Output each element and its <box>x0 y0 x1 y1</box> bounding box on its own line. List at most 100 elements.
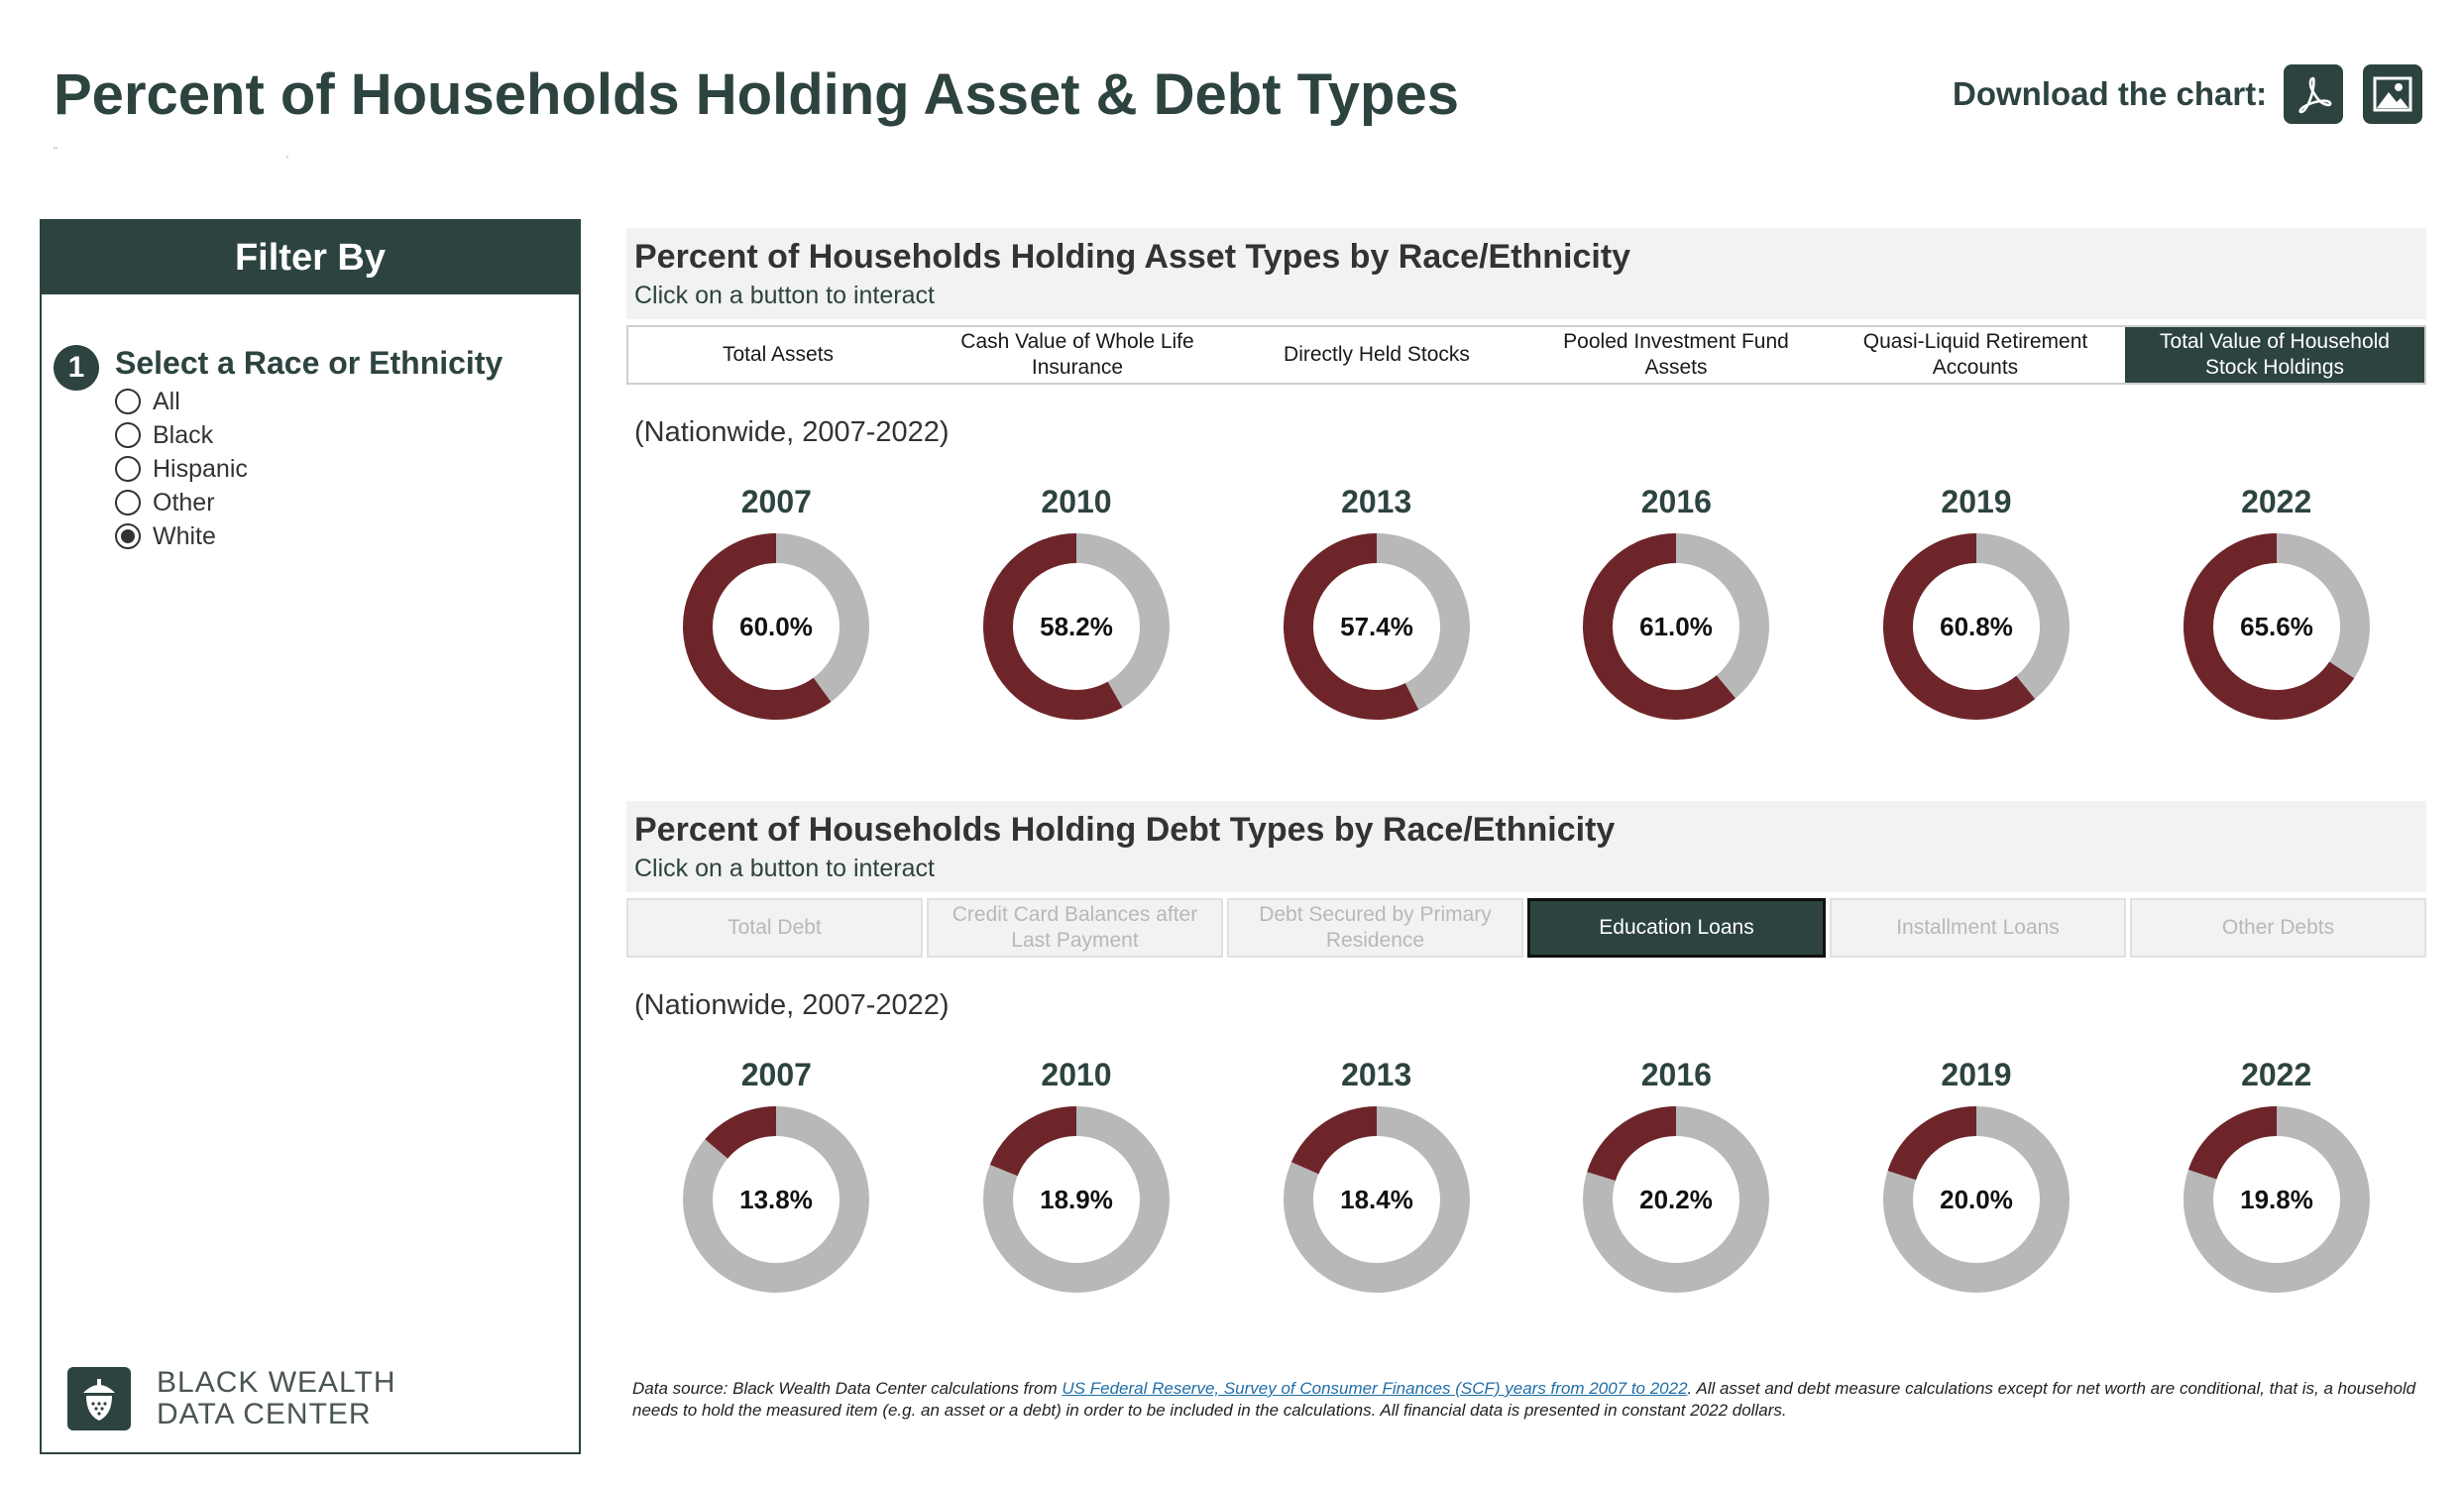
asset-type-tabs: Total Assets Cash Value of Whole Life Ins… <box>626 325 2426 385</box>
debt-section-header: Percent of Households Holding Debt Types… <box>626 801 2426 892</box>
debt-tab-other-debts[interactable]: Other Debts <box>2130 898 2426 958</box>
donut-year-label: 2016 <box>1640 1057 1712 1092</box>
donut-year-label: 2019 <box>1941 484 2012 519</box>
asset-tab-pooled-investment-fund-assets[interactable]: Pooled Investment Fund Assets <box>1526 327 1826 383</box>
donut-year-label: 2010 <box>1041 484 1112 519</box>
donut-value-arc[interactable] <box>1283 533 1470 720</box>
donut-year-label: 2013 <box>1341 1057 1412 1092</box>
donut-value-arc[interactable] <box>683 1106 870 1293</box>
donut-chart: 65.6% <box>2183 533 2370 720</box>
donut-year-label: 2019 <box>1941 1057 2012 1092</box>
logo: BLACK WEALTH DATA CENTER <box>67 1367 396 1430</box>
asset-donut-2007[interactable]: 2007 60.0% <box>627 484 925 732</box>
donut-value-label: 60.0% <box>739 612 813 641</box>
donut-value-label: 61.0% <box>1639 612 1713 641</box>
debt-donut-2016[interactable]: 2016 20.2% <box>1527 1057 1825 1305</box>
donut-chart: 58.2% <box>983 533 1170 720</box>
logo-line-2: DATA CENTER <box>157 1398 372 1430</box>
debt-tab-debt-secured-by-primary-residence[interactable]: Debt Secured by Primary Residence <box>1227 898 1523 958</box>
debt-donut-2007[interactable]: 2007 13.8% <box>627 1057 925 1305</box>
asset-donut-2010[interactable]: 2010 58.2% <box>928 484 1225 732</box>
donut-value-arc[interactable] <box>2183 1106 2370 1293</box>
radio-label: All <box>153 387 180 415</box>
donut-year-label: 2022 <box>2241 484 2312 519</box>
asset-donut-2022[interactable]: 2022 65.6% <box>2128 484 2425 732</box>
radio-button[interactable] <box>115 523 141 549</box>
donut-value-arc[interactable] <box>683 533 870 720</box>
asset-tab-quasi-liquid-retirement-accounts[interactable]: Quasi-Liquid Retirement Accounts <box>1826 327 2125 383</box>
radio-button[interactable] <box>115 456 141 482</box>
debt-donut-2010[interactable]: 2010 18.9% <box>928 1057 1225 1305</box>
download-pdf-button[interactable] <box>2284 64 2343 124</box>
race-option-black[interactable]: Black <box>115 418 248 452</box>
download-image-button[interactable] <box>2363 64 2422 124</box>
donut-value-label: 20.2% <box>1639 1185 1713 1214</box>
donut-chart: 20.2% <box>1583 1106 1770 1293</box>
asset-tab-total-assets[interactable]: Total Assets <box>628 327 928 383</box>
donut-chart: 19.8% <box>2183 1106 2370 1293</box>
race-option-white[interactable]: White <box>115 519 248 553</box>
step-number-badge: 1 <box>54 345 99 391</box>
donut-value-arc[interactable] <box>1583 1106 1770 1293</box>
donut-value-label: 19.8% <box>2240 1185 2313 1214</box>
donut-year-label: 2013 <box>1341 484 1412 519</box>
donut-value-arc[interactable] <box>983 533 1170 720</box>
asset-donut-2016[interactable]: 2016 61.0% <box>1527 484 1825 732</box>
donut-value-arc[interactable] <box>1283 1106 1470 1293</box>
race-radio-group: All Black Hispanic Other White <box>115 385 248 553</box>
race-option-hispanic[interactable]: Hispanic <box>115 452 248 486</box>
pdf-icon <box>2298 76 2332 114</box>
donut-value-label: 57.4% <box>1340 612 1413 641</box>
logo-text: BLACK WEALTH DATA CENTER <box>157 1367 396 1430</box>
race-option-other[interactable]: Other <box>115 486 248 519</box>
asset-tab-directly-held-stocks[interactable]: Directly Held Stocks <box>1227 327 1526 383</box>
donut-year-label: 2022 <box>2241 1057 2312 1092</box>
donut-chart: 13.8% <box>683 1106 870 1293</box>
radio-label: Black <box>153 420 214 449</box>
donut-value-label: 58.2% <box>1040 612 1113 641</box>
asset-donut-2019[interactable]: 2019 60.8% <box>1828 484 2125 732</box>
scf-source-link[interactable]: US Federal Reserve, Survey of Consumer F… <box>1062 1379 1688 1398</box>
debt-donut-2022[interactable]: 2022 19.8% <box>2128 1057 2425 1305</box>
donut-value-label: 18.4% <box>1340 1185 1413 1214</box>
donut-chart: 18.9% <box>983 1106 1170 1293</box>
asset-section-title: Percent of Households Holding Asset Type… <box>634 238 1631 276</box>
donut-year-label: 2010 <box>1041 1057 1112 1092</box>
donut-value-label: 65.6% <box>2240 612 2313 641</box>
asset-tab-total-value-of-household-stock-holdings[interactable]: Total Value of Household Stock Holdings <box>2125 327 2424 383</box>
donut-value-arc[interactable] <box>1883 533 2070 720</box>
radio-label: Hispanic <box>153 454 248 483</box>
acorn-icon <box>67 1367 131 1430</box>
download-label: Download the chart: <box>1953 75 2268 112</box>
debt-tab-education-loans[interactable]: Education Loans <box>1527 898 1826 958</box>
donut-value-arc[interactable] <box>1583 533 1770 720</box>
debt-section-subtitle: Click on a button to interact <box>634 855 935 882</box>
debt-type-tabs: Total Debt Credit Card Balances after Las… <box>626 898 2426 958</box>
radio-button[interactable] <box>115 389 141 414</box>
asset-section-header: Percent of Households Holding Asset Type… <box>626 228 2426 319</box>
radio-label: White <box>153 521 216 550</box>
debt-donut-2019[interactable]: 2019 20.0% <box>1828 1057 2125 1305</box>
donut-value-label: 13.8% <box>739 1185 813 1214</box>
donut-value-arc[interactable] <box>983 1106 1170 1293</box>
race-option-all[interactable]: All <box>115 385 248 418</box>
donut-value-arc[interactable] <box>2183 533 2370 720</box>
asset-range-label: (Nationwide, 2007-2022) <box>634 416 950 448</box>
debt-tab-credit-card-balances-after-last-payment[interactable]: Credit Card Balances after Last Payment <box>927 898 1223 958</box>
logo-line-1: BLACK WEALTH <box>157 1366 396 1399</box>
radio-label: Other <box>153 488 215 516</box>
debt-donut-2013[interactable]: 2013 18.4% <box>1228 1057 1525 1305</box>
donut-value-arc[interactable] <box>1883 1106 2070 1293</box>
radio-button[interactable] <box>115 422 141 448</box>
page-title: Percent of Households Holding Asset & De… <box>54 62 1459 127</box>
debt-donut-row: 2007 13.8% 2010 18.9% 2013 18.4% 2016 20.2% 2019… <box>626 1057 2426 1344</box>
asset-tab-cash-value-of-whole-life-insurance[interactable]: Cash Value of Whole Life Insurance <box>928 327 1227 383</box>
debt-tab-installment-loans[interactable]: Installment Loans <box>1830 898 2126 958</box>
footnote-suffix: . All asset and debt measure calculation… <box>632 1379 2416 1420</box>
debt-tab-total-debt[interactable]: Total Debt <box>626 898 923 958</box>
asset-donut-2013[interactable]: 2013 57.4% <box>1228 484 1525 732</box>
asset-donut-row: 2007 60.0% 2010 58.2% 2013 57.4% 2016 61.0% 2019… <box>626 484 2426 771</box>
donut-chart: 57.4% <box>1283 533 1470 720</box>
radio-button[interactable] <box>115 490 141 515</box>
data-source-footnote: Data source: Black Wealth Data Center ca… <box>632 1378 2416 1422</box>
